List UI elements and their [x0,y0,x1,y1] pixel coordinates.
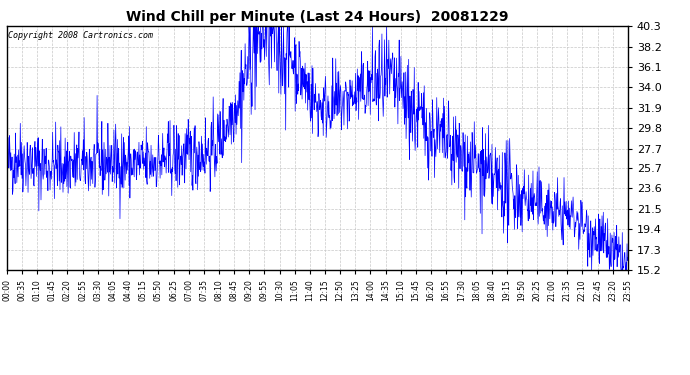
Title: Wind Chill per Minute (Last 24 Hours)  20081229: Wind Chill per Minute (Last 24 Hours) 20… [126,10,509,24]
Text: Copyright 2008 Cartronics.com: Copyright 2008 Cartronics.com [8,31,153,40]
